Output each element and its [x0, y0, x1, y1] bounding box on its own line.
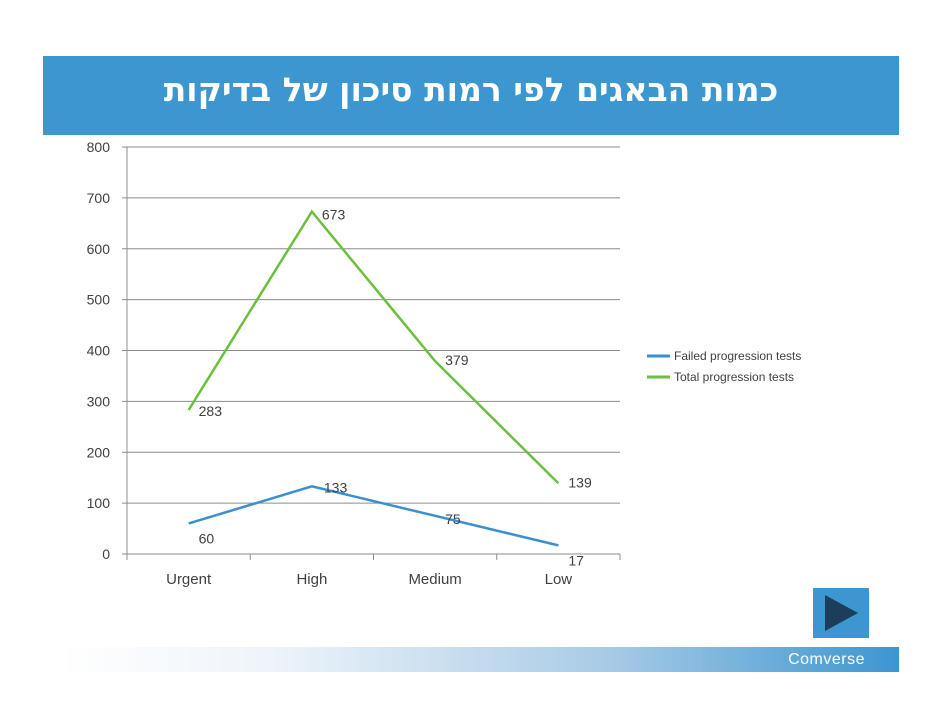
x-tick-label: Medium — [408, 571, 461, 588]
footer-bar: Comverse — [60, 647, 899, 672]
y-tick-label: 0 — [102, 546, 110, 562]
data-label: 283 — [199, 403, 223, 419]
y-tick-label: 200 — [87, 444, 111, 460]
data-label: 60 — [199, 530, 215, 546]
legend-label: Failed progression tests — [674, 349, 801, 363]
data-label: 17 — [568, 552, 584, 568]
y-tick-label: 800 — [87, 139, 111, 155]
chart-axes: 0 100 200 300 400 500 600 700 800 Urgent High Mediu… — [87, 139, 621, 588]
data-label: 673 — [322, 207, 346, 223]
title-banner: כמות הבאגים לפי רמות סיכון של בדיקות — [43, 56, 899, 135]
series-line — [187, 209, 560, 485]
next-slide-button[interactable] — [813, 588, 869, 638]
y-tick-label: 300 — [87, 393, 111, 409]
chart-legend: Failed progression tests Total progressio… — [647, 349, 801, 384]
data-label: 75 — [445, 511, 461, 527]
y-tick-label: 100 — [87, 495, 111, 511]
play-arrow-icon — [825, 595, 858, 631]
slide-title: כמות הבאגים לפי רמות סיכון של בדיקות — [163, 70, 779, 109]
y-tick-label: 700 — [87, 190, 111, 206]
brand-name: Comverse — [788, 651, 865, 668]
chart-data-labels: 60 133 75 17 283 673 379 139 — [199, 207, 592, 569]
series-line — [188, 485, 559, 547]
legend-label: Total progression tests — [674, 370, 794, 384]
y-tick-label: 600 — [87, 241, 111, 257]
data-label: 133 — [324, 479, 348, 495]
x-tick-label: High — [296, 571, 327, 588]
y-tick-label: 500 — [87, 292, 111, 308]
chart-grid — [127, 146, 620, 504]
data-label: 139 — [568, 474, 592, 490]
y-tick-label: 400 — [87, 343, 111, 359]
x-tick-label: Urgent — [166, 571, 212, 588]
x-tick-label: Low — [545, 571, 573, 588]
data-label: 379 — [445, 352, 469, 368]
chart-series — [187, 209, 560, 547]
